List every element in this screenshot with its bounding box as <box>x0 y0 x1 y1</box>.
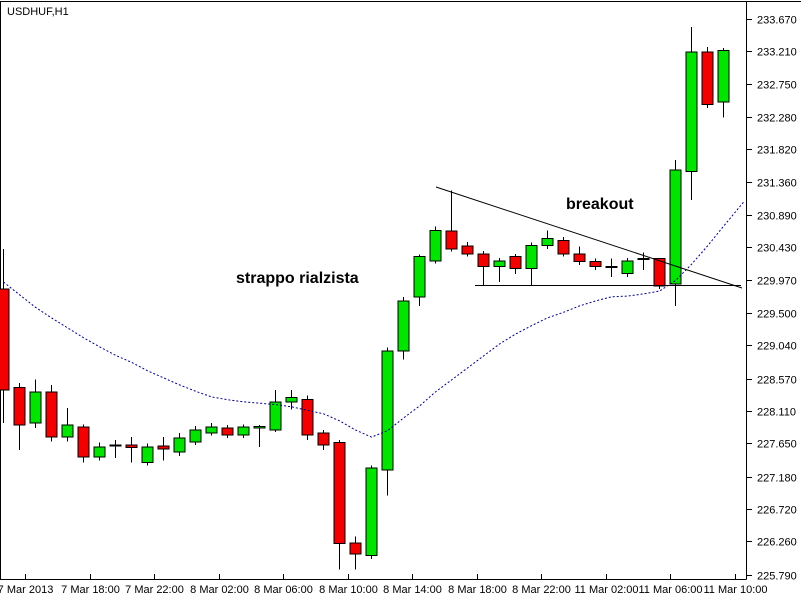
candle-bearish <box>77 426 90 458</box>
candle-bullish <box>141 446 154 463</box>
candle-bearish <box>477 253 490 267</box>
price-axis-label: 227.650 <box>757 439 797 451</box>
candle-bearish <box>509 256 522 270</box>
candle-bullish <box>253 425 266 429</box>
price-axis-label: 232.750 <box>757 80 797 92</box>
price-axis-label: 227.180 <box>757 473 797 485</box>
candle-bearish <box>0 288 10 391</box>
price-axis-label: 226.260 <box>757 537 797 549</box>
candle-bearish <box>317 432 330 446</box>
candle-bullish <box>381 350 394 471</box>
candle-bearish <box>445 230 458 250</box>
price-axis-label: 232.280 <box>757 113 797 125</box>
candle-bullish <box>237 426 250 436</box>
time-axis-label: 8 Mar 10:00 <box>319 584 378 596</box>
candle-bearish <box>557 239 570 255</box>
time-axis-label: 8 Mar 18:00 <box>448 584 507 596</box>
time-axis-label: 7 Mar 22:00 <box>125 584 184 596</box>
candle-bearish <box>589 261 602 267</box>
candle-bullish <box>189 429 202 443</box>
candle-bullish <box>669 169 682 285</box>
price-axis-label: 229.040 <box>757 341 797 353</box>
candle-bullish <box>61 424 74 438</box>
candle-bullish <box>685 51 698 172</box>
price-axis-label: 228.110 <box>757 407 796 419</box>
candle-bullish <box>397 300 410 352</box>
candle-bullish <box>285 397 298 403</box>
candle-bullish <box>173 437 186 453</box>
candle-bullish <box>493 260 506 267</box>
price-axis-label: 233.670 <box>757 15 797 27</box>
candle-bullish <box>605 265 618 268</box>
annotation-breakout[interactable]: breakout <box>566 196 634 213</box>
trendline-descending-resistance[interactable] <box>435 186 743 289</box>
time-axis-label: 7 Mar 18:00 <box>61 584 120 596</box>
candle-bullish <box>621 260 634 275</box>
candle-bearish <box>157 445 170 450</box>
candle-bearish <box>13 387 26 426</box>
candle-bearish <box>349 542 362 555</box>
candle-bullish <box>637 258 650 261</box>
annotation-strappo-rialzista[interactable]: strappo rialzista <box>236 270 359 287</box>
candle-bullish <box>205 426 218 434</box>
price-axis-label: 233.210 <box>757 47 797 59</box>
symbol-label: USDHUF,H1 <box>7 6 69 18</box>
time-axis-label: 11 Mar 02:00 <box>574 584 638 596</box>
candle-bearish <box>701 51 714 105</box>
candle-bullish <box>365 467 378 557</box>
candle-bearish <box>653 258 666 287</box>
price-axis-label: 230.890 <box>757 211 797 223</box>
time-axis-label: 11 Mar 10:00 <box>703 584 767 596</box>
candle-bearish <box>221 427 234 436</box>
candle-bullish <box>29 391 42 424</box>
candle-bullish <box>93 446 106 458</box>
time-axis-label: 8 Mar 06:00 <box>254 584 313 596</box>
candle-bullish <box>429 230 442 262</box>
time-axis-label: 7 Mar 2013 <box>0 584 53 596</box>
time-axis-label: 8 Mar 22:00 <box>512 584 571 596</box>
price-axis-label: 231.820 <box>757 145 797 157</box>
time-axis-label: 11 Mar 06:00 <box>638 584 702 596</box>
price-axis-label: 225.790 <box>757 571 797 583</box>
price-axis-label: 226.720 <box>757 505 797 517</box>
candle-bullish <box>717 50 730 103</box>
price-axis-label: 228.570 <box>757 375 797 387</box>
price-axis-label: 231.360 <box>757 178 797 190</box>
candle-bullish <box>269 401 282 431</box>
candle-bearish <box>45 391 58 438</box>
price-axis-label: 229.500 <box>757 309 797 321</box>
time-axis-label: 8 Mar 02:00 <box>190 584 249 596</box>
price-axis-label: 230.430 <box>757 243 797 255</box>
candle-bearish <box>333 442 346 545</box>
candle-bearish <box>573 253 586 263</box>
candle-bearish <box>461 245 474 255</box>
candle-bullish <box>541 237 554 246</box>
candle-bearish <box>125 444 138 449</box>
candle-bullish <box>525 244 538 270</box>
price-axis-label: 229.970 <box>757 276 797 288</box>
candle-bearish <box>301 399 314 436</box>
candle-bullish <box>413 256 426 298</box>
time-axis-label: 8 Mar 14:00 <box>383 584 442 596</box>
moving-average-line[interactable] <box>3 201 745 438</box>
candle-bullish <box>109 444 122 447</box>
